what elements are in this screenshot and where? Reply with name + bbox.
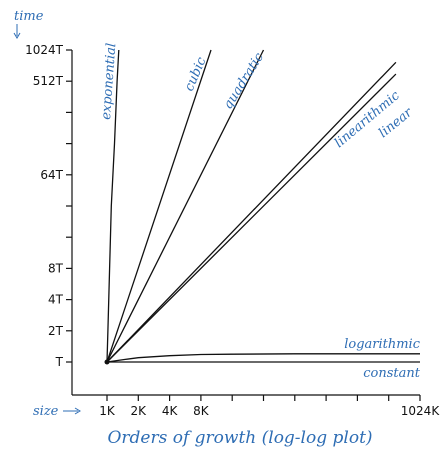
y-axis-ticks: T 2T 4T 8T 64T 512T 1024T bbox=[25, 43, 72, 369]
y-tick-label: 1024T bbox=[25, 43, 64, 57]
series-label-logarithmic: logarithmic bbox=[344, 337, 421, 352]
y-tick-label: 4T bbox=[48, 293, 64, 307]
chart-title: Orders of growth (log-log plot) bbox=[107, 428, 372, 448]
y-tick-label: T bbox=[55, 355, 64, 369]
series-label-cubic: cubic bbox=[182, 54, 210, 93]
x-tick-label: 1K bbox=[99, 404, 116, 418]
x-tick-label: 8K bbox=[193, 404, 210, 418]
y-axis-label: time bbox=[14, 9, 44, 24]
x-tick-label: 1024K bbox=[401, 404, 441, 418]
series-line-exponential bbox=[106, 49, 120, 363]
y-tick-label: 8T bbox=[48, 261, 64, 275]
series-label-exponential: exponential bbox=[99, 43, 119, 121]
series-lines bbox=[106, 49, 420, 363]
x-axis-ticks: 1K 2K 4K 8K 1024K bbox=[99, 395, 440, 418]
series-line-linearithmic bbox=[106, 61, 397, 363]
x-tick-label: 2K bbox=[131, 404, 148, 418]
x-tick-label: 4K bbox=[162, 404, 179, 418]
series-line-logarithmic bbox=[106, 353, 420, 363]
origin-point bbox=[104, 359, 110, 365]
y-tick-label: 64T bbox=[40, 168, 63, 182]
y-tick-label: 512T bbox=[33, 74, 64, 88]
x-axis-label: size bbox=[33, 404, 59, 419]
series-label-quadratic: quadratic bbox=[221, 50, 268, 112]
x-axis-arrowhead-icon bbox=[74, 407, 81, 415]
series-line-linear bbox=[106, 73, 397, 363]
series-line-cubic bbox=[106, 49, 212, 363]
series-line-quadratic bbox=[106, 49, 265, 363]
y-axis-arrowhead-icon bbox=[13, 32, 21, 39]
y-tick-label: 2T bbox=[48, 324, 64, 338]
series-label-constant: constant bbox=[363, 366, 420, 381]
series-labels: exponential cubic quadratic linearithmic… bbox=[99, 43, 421, 381]
